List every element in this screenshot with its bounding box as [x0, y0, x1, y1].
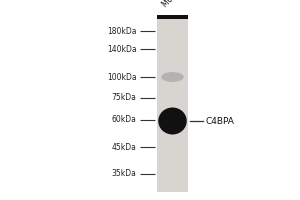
Text: 75kDa: 75kDa: [112, 94, 136, 102]
Text: 100kDa: 100kDa: [107, 72, 136, 82]
Text: Mouse plasma: Mouse plasma: [160, 0, 206, 9]
Ellipse shape: [158, 108, 187, 134]
Text: 180kDa: 180kDa: [107, 26, 136, 36]
Text: 45kDa: 45kDa: [112, 142, 136, 152]
Text: 60kDa: 60kDa: [112, 116, 136, 124]
Text: 140kDa: 140kDa: [107, 45, 136, 53]
Ellipse shape: [161, 72, 184, 82]
Text: C4BPA: C4BPA: [206, 116, 234, 126]
Bar: [157, 15, 188, 19]
Text: 35kDa: 35kDa: [112, 170, 136, 178]
Bar: [157, 16, 188, 192]
